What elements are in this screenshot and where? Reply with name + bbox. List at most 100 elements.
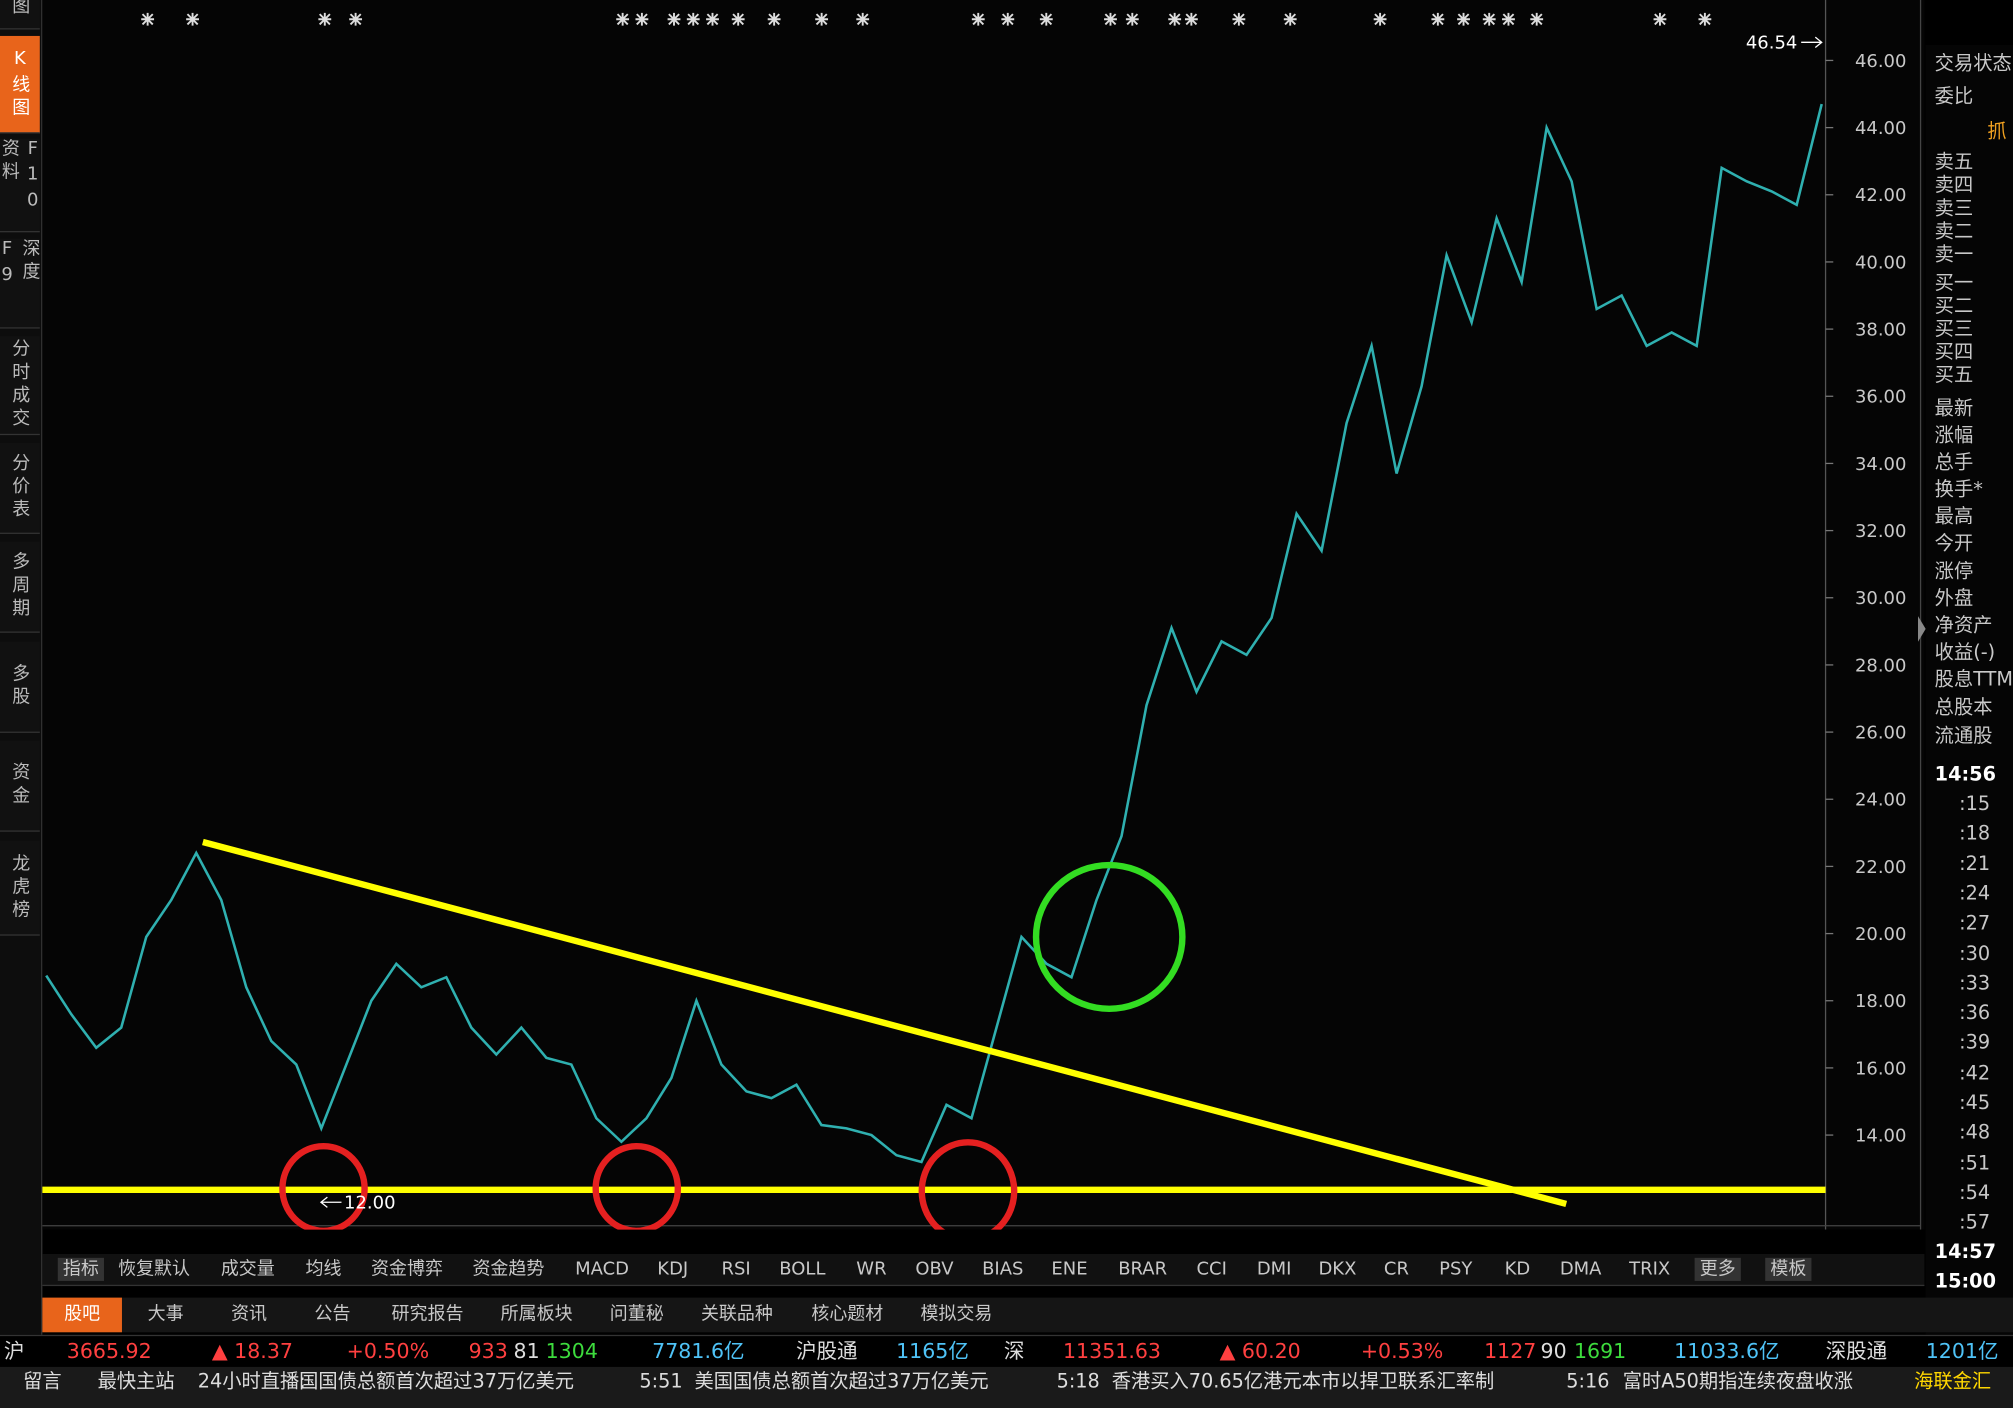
indicator-tab[interactable]: KD (1504, 1259, 1531, 1280)
quote-label: 换手* (1934, 477, 1983, 501)
y-tick-label: 18.00 (1855, 991, 1906, 1012)
trade-time: 14:57 (1934, 1239, 1996, 1263)
event-star (1698, 12, 1712, 26)
indicator-tab[interactable]: 成交量 (220, 1259, 275, 1280)
high-label: 46.54 (1746, 33, 1797, 54)
quote-label: 卖二 (1934, 219, 1974, 243)
event-star (141, 12, 155, 26)
indicator-tab[interactable]: PSY (1439, 1259, 1473, 1280)
info-tab[interactable]: 研究报告 (391, 1304, 464, 1325)
info-tab[interactable]: 问董秘 (609, 1304, 664, 1325)
side-tab[interactable]: 多周期 (0, 541, 40, 633)
event-star (1001, 12, 1015, 26)
news-item[interactable]: 海联金汇 (1914, 1369, 1992, 1393)
index-value: 深 (1003, 1338, 1025, 1364)
y-tick-label: 22.00 (1855, 857, 1906, 878)
event-markers (141, 12, 1712, 26)
info-tab[interactable]: 股吧 (42, 1297, 122, 1333)
price-line (45, 103, 1823, 1164)
side-tab[interactable]: 多股 (0, 641, 40, 733)
y-tick-label: 40.00 (1855, 252, 1906, 273)
news-item[interactable]: 美国国债总额首次超过37万亿美元 (694, 1369, 989, 1393)
y-tick-label: 14.00 (1855, 1125, 1906, 1146)
info-tab[interactable]: 大事 (147, 1304, 184, 1325)
indicator-tab[interactable]: DMA (1559, 1259, 1602, 1280)
quote-label: 总手 (1934, 450, 1974, 474)
side-tab[interactable]: K线图 (0, 35, 40, 134)
info-tab[interactable]: 模拟交易 (920, 1304, 993, 1325)
indicator-tab[interactable]: KDJ (657, 1259, 689, 1280)
indicator-tab[interactable]: 均线 (305, 1259, 342, 1280)
index-value: 1691 (1573, 1338, 1627, 1364)
quote-label: 交易状态 (1934, 51, 2012, 75)
info-tab[interactable]: 所属板块 (500, 1304, 573, 1325)
indicator-tab[interactable]: TRIX (1629, 1259, 1671, 1280)
indicator-tab[interactable]: BOLL (779, 1259, 826, 1280)
indicator-tab[interactable]: BIAS (982, 1259, 1024, 1280)
indicator-tab[interactable]: 资金趋势 (472, 1259, 545, 1280)
index-value: 沪股通 (795, 1338, 858, 1364)
news-item[interactable]: 留言 (23, 1369, 62, 1393)
side-tab[interactable]: 龙虎榜 (0, 840, 40, 936)
high-arrow (1801, 36, 1823, 48)
right-panel: 交易状态 委比抓卖五 卖四 卖三 卖二 卖一 买一 买二 买三 买四 买五 最新 涨幅 总手 换手* 最高 今开… (1925, 44, 2013, 1335)
indicator-tab[interactable]: MACD (575, 1259, 630, 1280)
event-star (1457, 12, 1470, 26)
indicator-tab[interactable]: DMI (1256, 1259, 1292, 1280)
side-tab[interactable]: 资金 (0, 740, 40, 832)
info-tab[interactable]: 公告 (314, 1304, 351, 1325)
y-tick-label: 30.00 (1855, 588, 1906, 609)
side-tab-label: 深度F9 (0, 238, 41, 291)
indicator-tab[interactable]: CR (1383, 1259, 1409, 1280)
trade-time: :39 (1959, 1031, 1991, 1055)
trade-time: :36 (1959, 1001, 1991, 1025)
indicator-tab[interactable]: CCI (1196, 1259, 1227, 1280)
panel-toggle[interactable] (1917, 616, 1926, 642)
indicator-tab[interactable]: DKX (1318, 1259, 1357, 1280)
indicator-tab[interactable]: ENE (1051, 1259, 1088, 1280)
quote-label: 买五 (1934, 363, 1974, 387)
event-star (1168, 12, 1182, 26)
side-tab[interactable]: F10资料 (0, 138, 44, 233)
quote-label: 涨停 (1934, 559, 1974, 583)
indicator-tab[interactable]: BRAR (1118, 1259, 1168, 1280)
trade-time: :15 (1959, 791, 1991, 816)
side-tab[interactable]: 深度F9 (0, 238, 41, 329)
trade-time: :54 (1959, 1180, 1991, 1204)
trade-time: :48 (1959, 1120, 1991, 1144)
info-tab[interactable]: 关联品种 (700, 1304, 773, 1325)
indicator-tab[interactable]: 资金博弈 (371, 1259, 443, 1280)
index-bar: 沪 3665.92 ▲ 18.37 +0.50% 933 81 1304 7781.6亿 沪股通… (0, 1334, 2013, 1367)
side-tab[interactable]: 分时成交 (0, 336, 40, 436)
indicator-tab[interactable]: 更多 (1694, 1257, 1741, 1281)
news-item[interactable]: 国国债总额首次超过37万亿美元 (299, 1369, 574, 1393)
event-star (1431, 12, 1445, 26)
quote-label: 买三 (1934, 317, 1974, 341)
indicator-tab[interactable]: 恢复默认 (118, 1259, 191, 1280)
side-tab[interactable]: 图 (0, 0, 40, 30)
news-item[interactable]: 最快主站 (97, 1369, 175, 1393)
quote-label: 卖五 (1934, 150, 1974, 174)
event-star (856, 12, 870, 26)
y-tick-label: 46.00 (1855, 51, 1906, 72)
info-tab[interactable]: 核心题材 (811, 1304, 884, 1325)
indicator-tab[interactable]: RSI (721, 1259, 751, 1280)
indicator-tab[interactable]: OBV (915, 1259, 954, 1280)
event-star (706, 12, 719, 26)
indicator-tab[interactable]: 模板 (1765, 1257, 1812, 1281)
event-star (1232, 12, 1246, 26)
side-tab-label: F10资料 (0, 138, 44, 216)
info-tab[interactable]: 资讯 (231, 1304, 268, 1325)
news-item[interactable]: 24小时直播: (197, 1369, 306, 1393)
kline-chart: 14.00 16.00 18.00 20.00 22.00 24.00 26.00 28.00… (42, 0, 1926, 1230)
indicator-tab[interactable]: 指标 (57, 1257, 104, 1281)
side-tab[interactable]: 分价表 (0, 442, 40, 534)
indicator-tab[interactable]: WR (856, 1259, 887, 1280)
event-star (349, 12, 363, 26)
news-item[interactable]: 富时A50期指连续夜盘收涨 (1622, 1369, 1853, 1393)
quote-label: 流通股 (1934, 723, 1993, 747)
news-item[interactable]: 香港买入70.65亿港元本市以捍卫联系汇率制 (1111, 1369, 1495, 1393)
event-star (318, 12, 332, 26)
side-tab-label: K线图 (9, 48, 31, 121)
event-star (1502, 12, 1515, 26)
